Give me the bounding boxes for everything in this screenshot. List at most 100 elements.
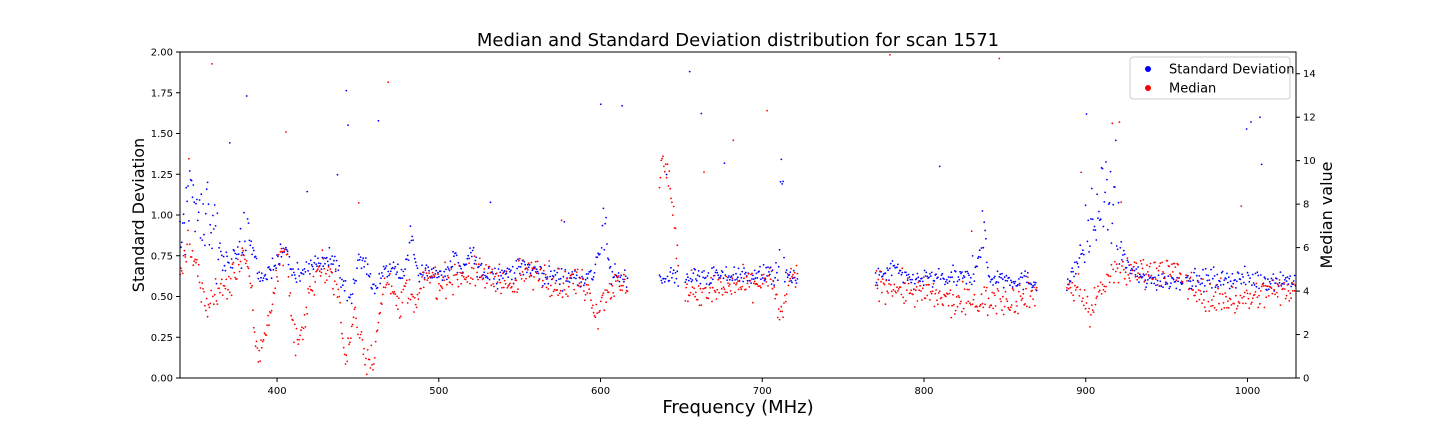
data-point	[385, 265, 388, 267]
data-point	[1102, 225, 1105, 228]
data-point	[319, 262, 322, 265]
data-point	[600, 296, 603, 299]
data-point	[742, 280, 744, 283]
data-point	[1118, 263, 1121, 265]
legend-marker-median	[1145, 85, 1151, 91]
data-point	[979, 303, 982, 306]
data-point	[510, 269, 512, 272]
data-point	[1210, 305, 1212, 308]
data-point	[199, 237, 202, 239]
data-point	[533, 276, 535, 278]
data-point	[977, 255, 980, 258]
data-point	[414, 303, 417, 306]
data-point	[303, 268, 306, 270]
data-point	[567, 272, 570, 275]
data-point	[502, 277, 504, 280]
data-point	[312, 275, 315, 278]
data-point	[1107, 203, 1110, 206]
data-point	[1208, 310, 1211, 312]
data-point	[450, 268, 453, 270]
data-point	[362, 257, 365, 260]
data-point	[1195, 274, 1198, 277]
data-point	[351, 293, 354, 295]
data-point	[287, 263, 290, 266]
data-point	[777, 308, 780, 310]
data-point	[727, 282, 729, 284]
data-point	[518, 265, 520, 268]
data-point	[600, 247, 603, 249]
data-point	[1133, 261, 1136, 264]
data-point	[289, 292, 292, 294]
data-point	[202, 203, 205, 205]
data-point	[924, 297, 927, 300]
data-point	[389, 292, 392, 295]
data-point	[225, 251, 228, 254]
data-point	[575, 277, 577, 280]
data-point	[935, 289, 937, 291]
data-point	[917, 276, 920, 279]
data-point	[1107, 275, 1110, 277]
data-point	[1074, 289, 1077, 291]
data-point	[260, 339, 262, 341]
data-point	[723, 162, 726, 165]
data-point	[1259, 302, 1261, 305]
data-point	[1219, 277, 1222, 280]
data-point	[447, 276, 450, 279]
data-point	[425, 264, 428, 266]
data-point	[329, 258, 332, 260]
data-point	[252, 247, 254, 249]
data-point	[393, 267, 396, 270]
data-point	[201, 239, 204, 242]
data-point	[269, 269, 272, 272]
data-point	[1073, 275, 1075, 278]
data-points-layer	[179, 53, 1297, 376]
data-point	[399, 277, 402, 280]
data-point	[735, 272, 737, 275]
data-point	[874, 284, 877, 287]
data-point	[1079, 288, 1082, 291]
data-point	[210, 231, 213, 234]
data-point	[231, 263, 234, 266]
x-tick-label: 600	[591, 386, 610, 397]
data-point	[263, 332, 266, 334]
data-point	[1120, 201, 1123, 204]
data-point	[229, 277, 232, 280]
data-point	[553, 288, 556, 291]
data-point	[939, 278, 942, 280]
data-point	[1250, 121, 1252, 123]
data-point	[1079, 244, 1082, 247]
data-point	[401, 277, 404, 279]
data-point	[431, 276, 434, 279]
data-point	[241, 251, 244, 254]
data-point	[897, 272, 900, 275]
data-point	[390, 285, 393, 288]
data-point	[473, 255, 476, 257]
data-point	[987, 297, 990, 300]
data-point	[260, 272, 263, 275]
data-point	[1217, 287, 1219, 290]
data-point	[1082, 253, 1085, 256]
data-point	[971, 303, 974, 306]
data-point	[774, 276, 776, 279]
data-point	[1178, 277, 1180, 279]
data-point	[190, 179, 193, 182]
data-point	[991, 278, 994, 281]
data-point	[1171, 277, 1174, 279]
data-point	[379, 311, 382, 314]
data-point	[359, 333, 362, 336]
data-point	[1241, 273, 1243, 276]
data-point	[1237, 300, 1240, 303]
data-point	[524, 263, 527, 266]
data-point	[737, 267, 740, 270]
data-point	[258, 349, 261, 352]
data-point	[320, 268, 323, 270]
data-point	[728, 285, 730, 287]
data-point	[377, 119, 380, 122]
data-point	[499, 281, 502, 284]
data-point	[581, 268, 583, 271]
data-point	[1159, 280, 1162, 283]
data-point	[918, 289, 921, 292]
data-point	[768, 267, 771, 270]
data-point	[711, 267, 713, 270]
data-point	[228, 142, 231, 144]
